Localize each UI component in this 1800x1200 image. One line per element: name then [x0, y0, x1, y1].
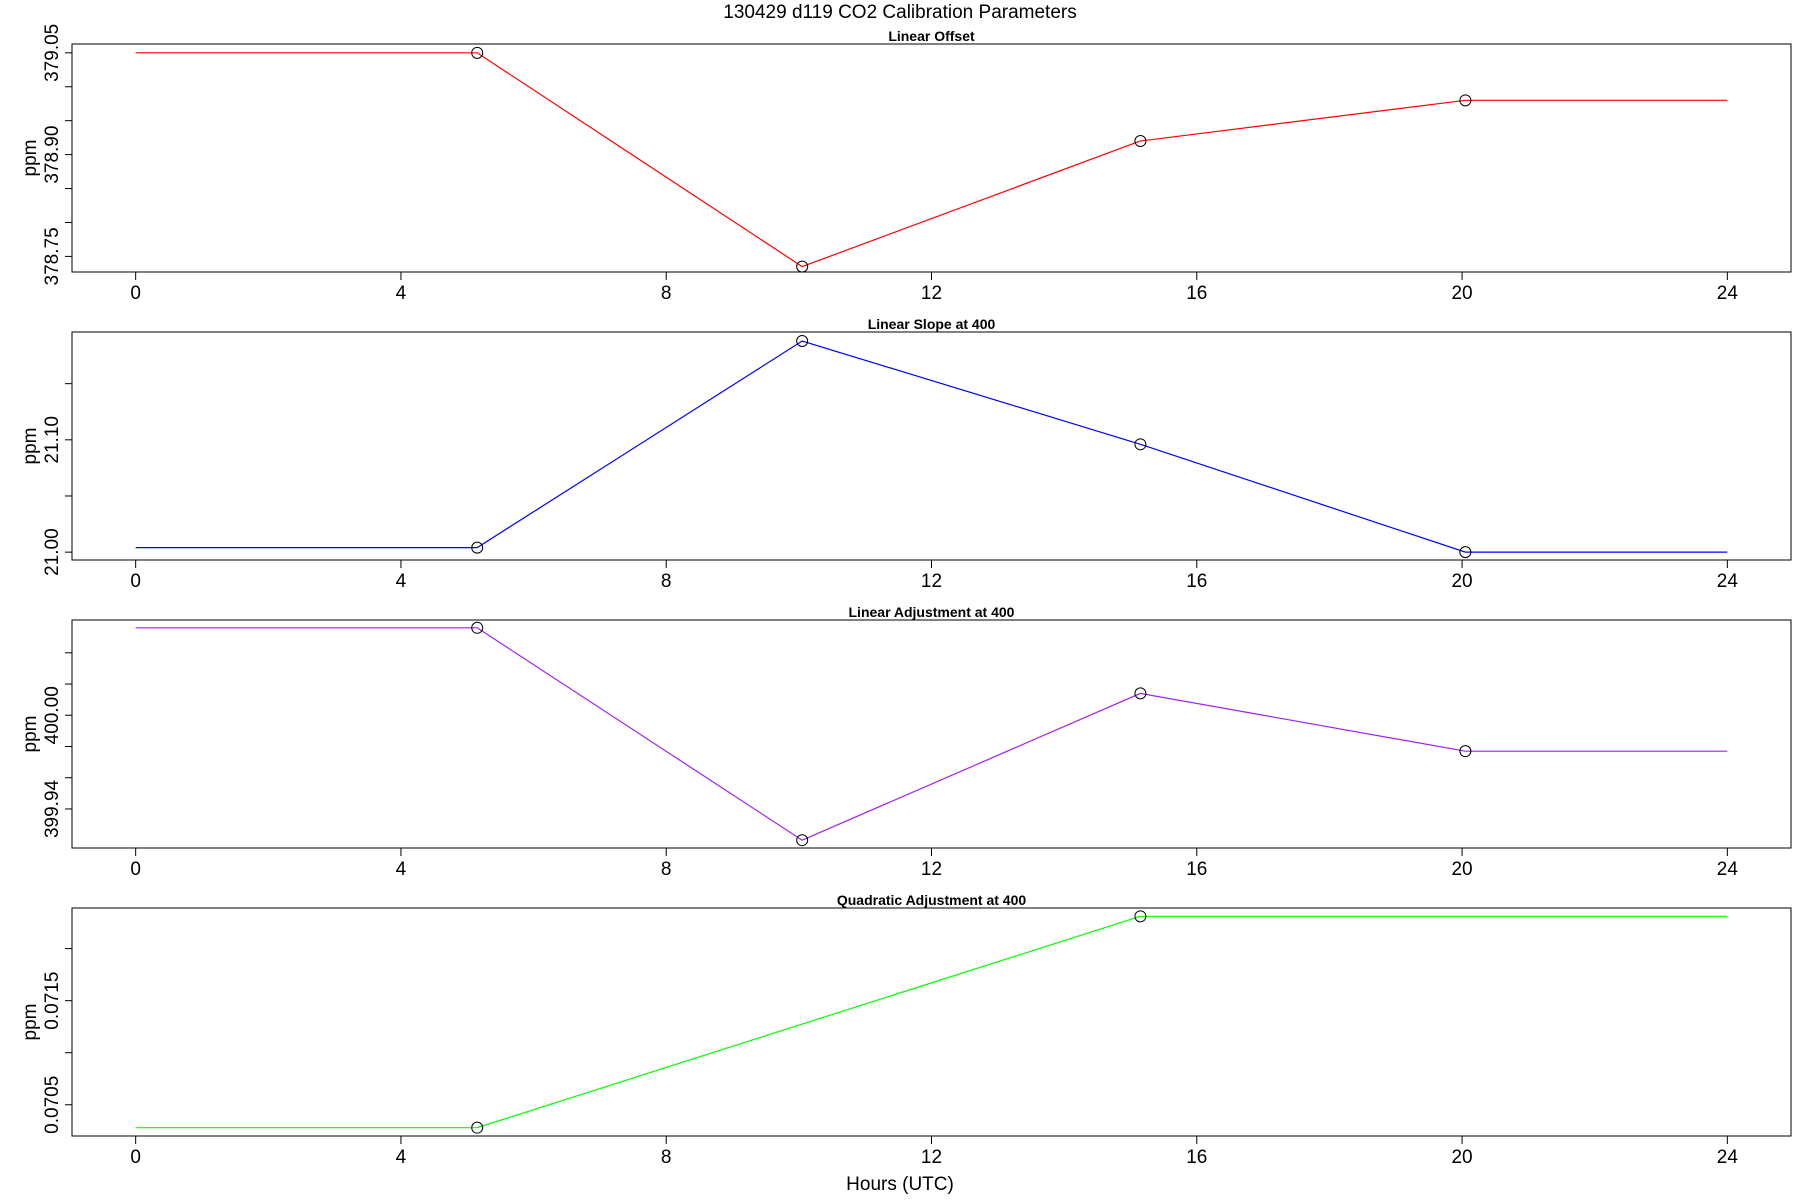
x-tick-label: 20: [1451, 859, 1472, 880]
panel-4: Quadratic Adjustment at 400 0 4 8 12 16 20 24 0.…: [20, 892, 1792, 1168]
data-point: [1134, 438, 1147, 451]
data-point: [1459, 546, 1472, 559]
x-tick-label: 20: [1451, 1147, 1472, 1168]
x-axis-label: Hours (UTC): [846, 1174, 954, 1195]
x-tick-label: 8: [661, 1147, 672, 1168]
data-point: [796, 334, 809, 347]
y-axis-label: ppm: [20, 428, 41, 465]
x-tick-label: 4: [396, 859, 407, 880]
y-tick-label: 0.0715: [42, 972, 63, 1030]
data-point: [471, 46, 484, 59]
y-axis-label: ppm: [20, 1004, 41, 1041]
x-tick-label: 4: [396, 283, 407, 304]
plot-frame: [71, 43, 1792, 273]
y-tick-label: 378.90: [42, 126, 63, 184]
data-point: [796, 260, 809, 273]
figure-title: 130429 d119 CO2 Calibration Parameters: [723, 2, 1076, 23]
y-tick-label: 400.00: [42, 686, 63, 744]
series-line: [135, 340, 1728, 553]
panel-title: Linear Adjustment at 400: [849, 604, 1015, 620]
plot-frame: [71, 331, 1792, 561]
x-tick-label: 16: [1186, 859, 1207, 880]
x-tick-label: 20: [1451, 571, 1472, 592]
y-tick-label: 0.0705: [42, 1076, 63, 1134]
data-point: [1134, 135, 1147, 148]
y-tick-label: 378.75: [42, 227, 63, 285]
plot-frame: [71, 907, 1792, 1137]
x-tick-label: 0: [130, 859, 141, 880]
y-tick-label: 399.94: [42, 779, 63, 838]
y-tick-label: 21.00: [42, 528, 63, 576]
data-point: [471, 1121, 484, 1134]
x-tick-label: 12: [921, 571, 942, 592]
x-tick-label: 24: [1717, 859, 1739, 880]
x-tick-label: 0: [130, 283, 141, 304]
series-line: [135, 915, 1728, 1129]
x-tick-label: 12: [921, 283, 942, 304]
x-tick-label: 24: [1717, 571, 1739, 592]
x-tick-label: 20: [1451, 283, 1472, 304]
panels: Linear Offset 0 4 8 12 16 20 24 378.75 378.90 379.…: [20, 24, 1792, 1168]
series-line: [135, 52, 1728, 268]
y-tick-label: 379.05: [42, 24, 63, 82]
x-tick-label: 0: [130, 1147, 141, 1168]
x-tick-label: 16: [1186, 1147, 1207, 1168]
y-axis-label: ppm: [20, 716, 41, 753]
data-point: [1459, 94, 1472, 107]
y-tick-label: 21.10: [42, 416, 63, 464]
data-point: [471, 541, 484, 554]
y-axis-label: ppm: [20, 140, 41, 177]
data-point: [471, 621, 484, 634]
x-tick-label: 4: [396, 571, 407, 592]
series-line: [135, 627, 1728, 841]
x-tick-label: 0: [130, 571, 141, 592]
data-point: [1134, 910, 1147, 923]
x-tick-label: 12: [921, 859, 942, 880]
plot-frame: [71, 619, 1792, 849]
x-tick-label: 24: [1717, 283, 1739, 304]
data-point: [1134, 687, 1147, 700]
x-tick-label: 8: [661, 859, 672, 880]
panel-title: Linear Offset: [888, 28, 975, 44]
panel-3: Linear Adjustment at 400 0 4 8 12 16 20 24 399.9…: [20, 604, 1792, 880]
panel-2: Linear Slope at 400 0 4 8 12 16 20 24 21.00 21.10…: [20, 316, 1792, 592]
x-tick-label: 4: [396, 1147, 407, 1168]
panel-title: Quadratic Adjustment at 400: [837, 892, 1027, 908]
data-point: [1459, 745, 1472, 758]
data-point: [796, 834, 809, 847]
x-tick-label: 8: [661, 283, 672, 304]
x-tick-label: 16: [1186, 571, 1207, 592]
x-tick-label: 16: [1186, 283, 1207, 304]
panel-1: Linear Offset 0 4 8 12 16 20 24 378.75 378.90 379.…: [20, 24, 1792, 304]
panel-title: Linear Slope at 400: [868, 316, 996, 332]
x-tick-label: 24: [1717, 1147, 1739, 1168]
x-tick-label: 8: [661, 571, 672, 592]
x-tick-label: 12: [921, 1147, 942, 1168]
